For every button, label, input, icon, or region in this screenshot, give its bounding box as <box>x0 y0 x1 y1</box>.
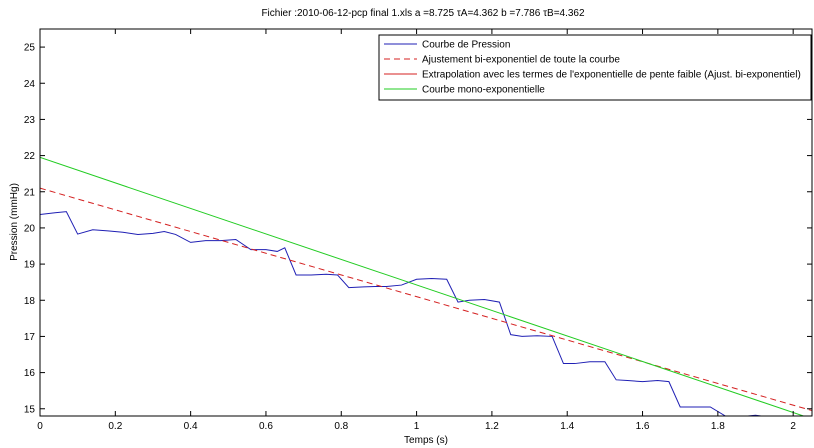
y-tick-label: 17 <box>24 332 36 343</box>
x-tick-label: 1 <box>414 421 420 432</box>
x-tick-label: 2 <box>790 421 796 432</box>
legend: Courbe de Pression Ajustement bi-exponent… <box>378 34 812 101</box>
x-tick-label: 1.2 <box>485 421 499 432</box>
y-tick-label: 16 <box>24 368 36 379</box>
plot-frame <box>39 28 813 417</box>
y-tick-label: 24 <box>24 79 36 90</box>
chart-title: Fichier :2010-06-12-pcp final 1.xls a =8… <box>261 8 585 19</box>
legend-entry-label: Extrapolation avec les termes de l'expon… <box>422 70 801 81</box>
y-axis-label: Pression (mmHg) <box>9 183 20 261</box>
legend-box <box>378 34 812 101</box>
y-tick-label: 15 <box>24 404 36 415</box>
mono-exponential-line <box>40 156 806 416</box>
x-tick-label: 0.2 <box>108 421 122 432</box>
legend-entry-label: Ajustement bi-exponentiel de toute la co… <box>422 55 620 66</box>
y-tick-label: 18 <box>24 296 36 307</box>
pressure-curve-line <box>40 211 766 416</box>
bi-exponential-fit-line <box>40 187 812 412</box>
y-tick-label: 25 <box>24 43 36 54</box>
y-tick-label: 20 <box>24 223 36 234</box>
y-tick-label: 23 <box>24 115 36 126</box>
y-tick-label: 22 <box>24 151 36 162</box>
y-tick-label: 21 <box>24 187 36 198</box>
x-tick-label: 1.4 <box>560 421 574 432</box>
x-tick-label: 1.8 <box>711 421 725 432</box>
x-tick-label: 0.6 <box>259 421 273 432</box>
x-tick-label: 0 <box>37 421 43 432</box>
legend-entry-label: Courbe de Pression <box>422 40 510 51</box>
x-axis-label: Temps (s) <box>404 435 448 446</box>
y-tick-label: 19 <box>24 260 36 271</box>
x-tick-label: 1.6 <box>636 421 650 432</box>
x-tick-label: 0.4 <box>184 421 198 432</box>
legend-entry-label: Courbe mono-exponentielle <box>422 85 545 96</box>
x-tick-label: 0.8 <box>334 421 348 432</box>
